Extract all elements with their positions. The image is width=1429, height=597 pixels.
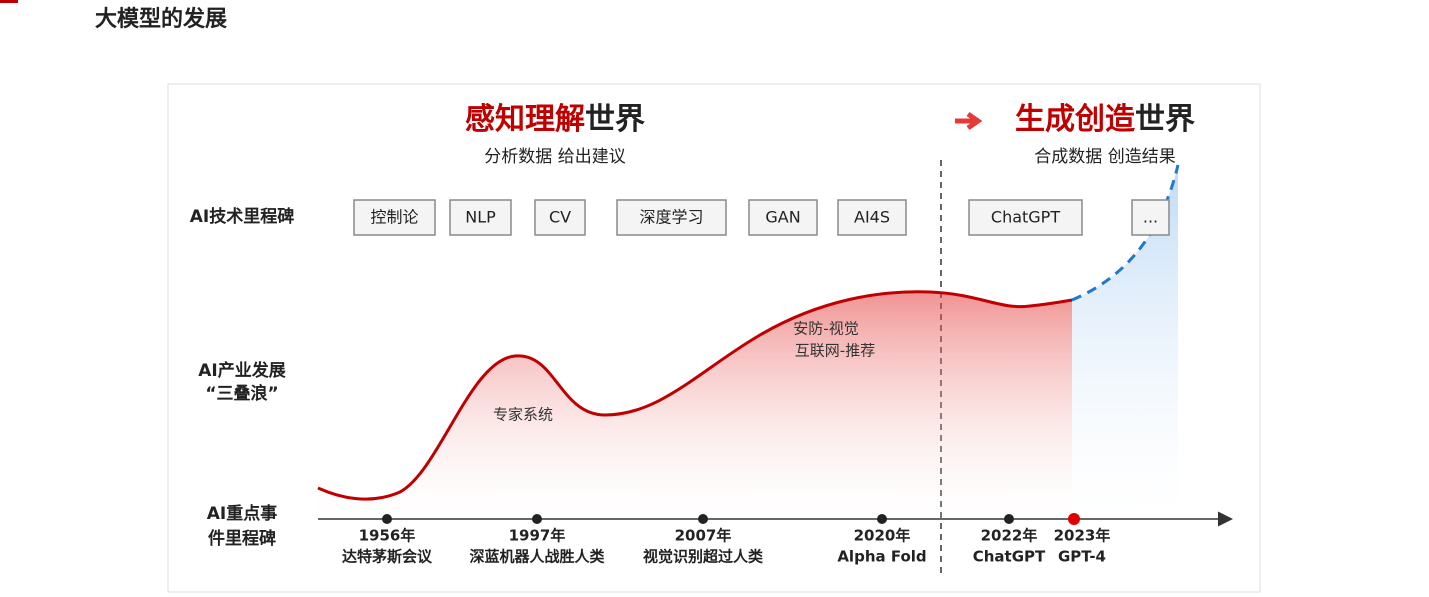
event-year: 1997年 [509,527,566,545]
milestone-label: 深度学习 [639,208,703,227]
left-heading: 感知理解世界 [465,102,645,137]
event-dot [877,514,887,524]
event-year: 1956年 [359,527,416,545]
wave-label: 专家系统 [493,406,553,424]
event-year: 2020年 [854,527,911,545]
milestone-label: ChatGPT [991,208,1060,227]
milestone: GAN [748,199,818,236]
event-year: 2007年 [675,527,732,545]
right-subtitle: 合成数据 创造结果 [1034,147,1175,167]
wave-fill [318,291,1072,518]
wave-label: 互联网-推荐 [795,342,875,360]
corner-mark [0,0,18,3]
event-label: ChatGPT [973,548,1046,566]
future-line [1071,164,1180,302]
event-label: 视觉识别超过人类 [643,548,764,566]
wave-line [317,290,1073,501]
milestone-label: GAN [765,208,800,227]
milestone: AI4S [837,199,907,236]
milestone: CV [534,199,586,236]
event-dot [532,514,542,524]
milestone: NLP [449,199,512,236]
right-heading: 生成创造世界 [1015,102,1195,137]
event-dot [698,514,708,524]
heading-arrow [955,111,983,131]
row-label: “三叠浪” [205,383,278,404]
row-label: AI重点事 [207,503,277,524]
milestone: ... [1131,199,1170,236]
milestone: ChatGPT [968,199,1083,236]
milestone-label: 控制论 [370,208,418,227]
future-fill [1072,165,1178,518]
wave-label: 安防-视觉 [793,320,858,338]
left-subtitle: 分析数据 给出建议 [484,147,625,167]
row-label: AI技术里程碑 [190,206,294,227]
page-title: 大模型的发展 [95,6,227,32]
milestone: 深度学习 [616,199,727,236]
milestone-label: ... [1143,208,1158,227]
row-label: AI产业发展 [198,360,285,381]
milestone: 控制论 [353,199,436,236]
milestone-label: CV [549,208,571,227]
row-label: 件里程碑 [208,528,276,549]
event-dot [1068,513,1080,525]
event-label: 达特茅斯会议 [342,548,433,566]
event-year: 2022年 [981,527,1038,545]
event-dot [1004,514,1014,524]
event-label: 深蓝机器人战胜人类 [469,548,605,566]
milestone-label: AI4S [854,208,890,227]
event-year: 2023年 [1054,527,1111,545]
event-label: GPT-4 [1058,548,1106,566]
event-dot [382,514,392,524]
milestone-label: NLP [465,208,496,227]
event-label: Alpha Fold [837,548,926,566]
